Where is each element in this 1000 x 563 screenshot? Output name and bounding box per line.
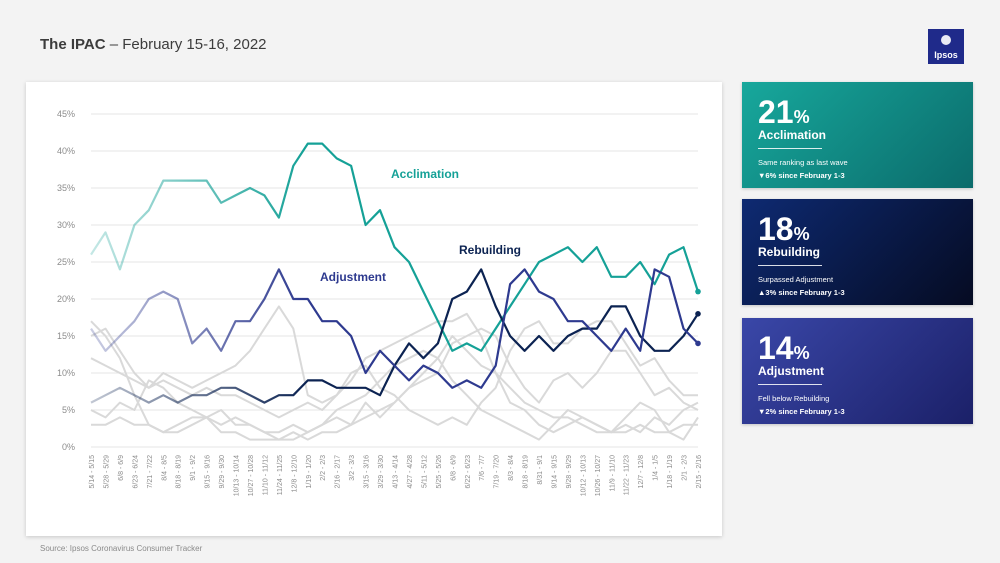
y-tick-label: 45% bbox=[57, 109, 75, 119]
x-tick-label: 5/28 - 5/29 bbox=[103, 455, 110, 489]
y-tick-label: 40% bbox=[57, 146, 75, 156]
chart-card: 0% 5% 10% 15% 20% 25% 30% 35% 40% 45% 5/14 - 5/15 5… bbox=[26, 82, 722, 536]
x-tick-label: 11/9 - 11/10 bbox=[609, 455, 616, 491]
background-series-line bbox=[90, 305, 698, 426]
x-tick-label: 8/18 - 8/19 bbox=[176, 455, 183, 489]
x-tick-label: 5/25 - 5/26 bbox=[436, 455, 443, 489]
x-tick-label: 11/10 - 11/12 bbox=[262, 455, 269, 495]
x-tick-label: 2/2 - 2/3 bbox=[320, 455, 327, 481]
x-tick-label: 8/3 - 8/4 bbox=[508, 455, 515, 481]
y-tick-label: 30% bbox=[57, 220, 75, 230]
x-tick-label: 1/19 - 1/20 bbox=[306, 455, 313, 489]
background-series-line bbox=[91, 335, 698, 441]
x-tick-label: 8/18 - 8/19 bbox=[523, 455, 530, 489]
x-tick-label: 10/27 - 10/28 bbox=[248, 455, 255, 496]
x-tick-label: 9/14 - 9/15 bbox=[551, 455, 558, 489]
x-tick-label: 6/8 - 6/9 bbox=[450, 455, 457, 481]
ipsos-logo: Ipsos bbox=[928, 29, 964, 64]
kpi-change: ▲3% since February 1-3 bbox=[758, 288, 845, 297]
x-tick-label: 4/13 - 4/14 bbox=[393, 455, 400, 489]
x-tick-label: 9/29 - 9/30 bbox=[219, 455, 226, 489]
x-tick-label: 3/15 - 3/16 bbox=[364, 455, 371, 489]
kpi-change: ▼6% since February 1-3 bbox=[758, 171, 845, 180]
divider bbox=[758, 148, 822, 149]
x-tick-label: 10/13 - 10/14 bbox=[234, 455, 241, 496]
kpi-note: Same ranking as last wave bbox=[758, 158, 848, 167]
kpi-label: Adjustment bbox=[758, 364, 824, 378]
annotation-acclimation: Acclimation bbox=[391, 167, 459, 181]
x-tick-label: 9/1 - 9/2 bbox=[190, 455, 197, 481]
kpi-card-rebuilding: 18% Rebuilding Surpassed Adjustment ▲3% … bbox=[742, 199, 973, 305]
x-tick-label: 9/28 - 9/29 bbox=[566, 455, 573, 489]
x-tick-label: 5/14 - 5/15 bbox=[89, 455, 96, 489]
x-tick-label: 2/1 - 2/3 bbox=[682, 455, 689, 481]
series-line-acclimation bbox=[90, 142, 700, 352]
x-tick-label: 1/4 - 1/5 bbox=[653, 455, 660, 481]
kpi-label: Rebuilding bbox=[758, 245, 820, 259]
kpi-note: Surpassed Adjustment bbox=[758, 275, 834, 284]
x-tick-label: 10/12 - 10/13 bbox=[580, 455, 587, 496]
x-tick-label: 8/31 - 9/1 bbox=[537, 455, 544, 485]
x-tick-label: 4/27 - 4/28 bbox=[407, 455, 414, 489]
kpi-card-acclimation: 21% Acclimation Same ranking as last wav… bbox=[742, 82, 973, 188]
x-tick-label: 5/11 - 5/12 bbox=[421, 455, 428, 488]
kpi-change: ▼2% since February 1-3 bbox=[758, 407, 845, 416]
x-tick-label: 9/15 - 9/16 bbox=[205, 455, 212, 489]
background-series-line bbox=[90, 320, 699, 434]
divider bbox=[758, 265, 822, 266]
x-tick-label: 12/8 - 12/10 bbox=[291, 455, 298, 492]
divider bbox=[758, 384, 822, 385]
kpi-value: 21% bbox=[758, 94, 810, 130]
x-tick-label: 7/21 - 7/22 bbox=[147, 455, 154, 489]
kpi-label: Acclimation bbox=[758, 128, 827, 142]
x-tick-label: 3/29 - 3/30 bbox=[378, 455, 385, 489]
kpi-note: Fell below Rebuilding bbox=[758, 394, 830, 403]
x-tick-label: 2/16 - 2/17 bbox=[335, 455, 342, 489]
x-tick-label: 7/19 - 7/20 bbox=[494, 455, 501, 489]
y-tick-label: 35% bbox=[57, 183, 75, 193]
y-tick-label: 10% bbox=[57, 368, 75, 378]
series-line-adjustment bbox=[90, 268, 699, 389]
kpi-value: 18% bbox=[758, 211, 810, 247]
y-tick-label: 15% bbox=[57, 331, 75, 341]
y-tick-label: 20% bbox=[57, 294, 75, 304]
x-tick-label: 6/23 - 6/24 bbox=[132, 455, 139, 489]
series-end-point bbox=[695, 340, 701, 347]
x-tick-label: 7/6 - 7/7 bbox=[479, 455, 486, 481]
kpi-card-adjustment: 14% Adjustment Fell below Rebuilding ▼2%… bbox=[742, 318, 973, 424]
x-tick-label: 11/24 - 11/25 bbox=[277, 455, 284, 495]
line-chart: 0% 5% 10% 15% 20% 25% 30% 35% 40% 45% 5/14 - 5/15 5… bbox=[57, 109, 703, 496]
y-tick-label: 0% bbox=[62, 442, 75, 452]
x-tick-label: 3/2 - 3/3 bbox=[349, 455, 356, 481]
y-tick-label: 5% bbox=[62, 405, 75, 415]
annotation-rebuilding: Rebuilding bbox=[459, 243, 521, 257]
svg-text:Ipsos: Ipsos bbox=[934, 50, 958, 60]
kpi-value: 14% bbox=[758, 330, 810, 366]
x-tick-label: 6/8 - 6/9 bbox=[118, 455, 125, 481]
x-tick-label: 11/22 - 11/23 bbox=[624, 455, 631, 495]
series-end-point bbox=[695, 288, 701, 295]
annotation-adjustment: Adjustment bbox=[320, 270, 386, 284]
x-tick-label: 12/7 - 12/8 bbox=[638, 455, 645, 489]
x-tick-label: 1/18 - 1/19 bbox=[667, 455, 674, 489]
x-tick-label: 10/26 - 10/27 bbox=[595, 455, 602, 496]
page-title: The IPAC – February 15-16, 2022 bbox=[40, 36, 267, 53]
x-tick-label: 2/15 - 2/16 bbox=[696, 455, 703, 489]
x-tick-label: 6/22 - 6/23 bbox=[465, 455, 472, 489]
series-end-point bbox=[695, 311, 701, 317]
y-tick-label: 25% bbox=[57, 257, 75, 267]
x-tick-label: 8/4 - 8/5 bbox=[161, 455, 168, 481]
source-note: Source: Ipsos Coronavirus Consumer Track… bbox=[40, 544, 203, 553]
